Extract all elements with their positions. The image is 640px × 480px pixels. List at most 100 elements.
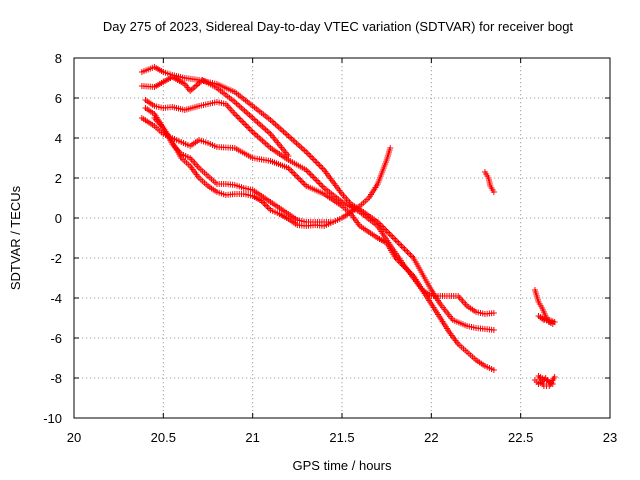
data-point — [307, 171, 314, 178]
y-tick-label: -4 — [50, 291, 62, 306]
data-point — [190, 85, 197, 92]
data-point — [307, 153, 314, 160]
x-tick-label: 22 — [424, 430, 438, 445]
data-point — [236, 115, 243, 122]
axis-ticks — [73, 57, 611, 419]
data-point — [387, 145, 394, 151]
data-point — [246, 126, 253, 132]
data-point — [389, 234, 396, 240]
data-point — [551, 374, 558, 380]
data-point — [490, 327, 497, 333]
chart-title: Day 275 of 2023, Sidereal Day-to-day VTE… — [103, 19, 574, 34]
data-point — [288, 168, 295, 174]
data-point — [400, 244, 407, 251]
x-tick-label: 23 — [603, 430, 617, 445]
data-point — [242, 121, 249, 128]
data-point — [243, 123, 250, 129]
x-tick-label: 20 — [67, 430, 81, 445]
data-point — [312, 176, 319, 182]
data-point — [306, 152, 313, 158]
series-track-4 — [138, 115, 497, 373]
data-point — [310, 156, 317, 163]
data-point — [385, 229, 392, 236]
data-point — [263, 202, 270, 209]
y-tick-label: -2 — [50, 251, 62, 266]
series-track-2 — [138, 74, 292, 159]
data-point — [386, 231, 393, 237]
series-track-6 — [151, 115, 337, 229]
series-track-8 — [531, 287, 558, 327]
y-tick-label: 6 — [55, 91, 62, 106]
data-point — [395, 240, 402, 246]
data-point — [300, 180, 307, 186]
x-tick-label: 21 — [245, 430, 259, 445]
data-point — [318, 164, 325, 170]
data-point — [309, 155, 316, 161]
data-point — [240, 120, 247, 126]
data-point — [310, 174, 317, 181]
series-track-7 — [481, 169, 497, 195]
data-point — [245, 124, 252, 131]
data-point — [306, 170, 313, 176]
data-point — [392, 237, 399, 243]
data-point — [315, 179, 322, 185]
data-point — [398, 243, 405, 249]
data-point — [318, 182, 325, 188]
data-point — [406, 250, 412, 257]
data-point — [401, 246, 408, 252]
data-point — [397, 241, 404, 248]
data-point — [490, 310, 497, 316]
data-point — [316, 162, 323, 169]
y-tick-label: -6 — [50, 331, 62, 346]
data-point — [298, 178, 305, 185]
y-tick-label: 4 — [55, 131, 62, 146]
x-axis-label: GPS time / hours — [293, 458, 392, 473]
data-point — [264, 204, 271, 210]
data-point — [388, 232, 395, 239]
data-point — [291, 171, 298, 177]
data-point — [233, 112, 240, 119]
y-tick-label: 0 — [55, 211, 62, 226]
data-point — [295, 175, 302, 182]
y-tick-label: 2 — [55, 171, 62, 186]
data-points — [138, 64, 558, 389]
data-point — [292, 172, 299, 179]
series-track-1 — [138, 64, 497, 333]
data-point — [319, 165, 326, 172]
data-point — [490, 189, 497, 195]
data-point — [316, 180, 323, 187]
data-point — [237, 117, 244, 123]
x-tick-label: 20.5 — [151, 430, 176, 445]
data-point — [315, 161, 322, 167]
data-point — [407, 252, 414, 258]
data-point — [239, 118, 246, 125]
data-point — [403, 247, 410, 254]
data-point — [193, 82, 200, 89]
data-point — [289, 169, 296, 176]
data-point — [391, 235, 398, 242]
series-track-3 — [142, 97, 497, 317]
y-tick-label: -8 — [50, 371, 62, 386]
data-point — [404, 249, 411, 255]
data-point — [313, 159, 320, 166]
y-tick-label: -10 — [43, 411, 62, 426]
x-tick-label: 22.5 — [508, 430, 533, 445]
data-point — [191, 83, 198, 90]
x-tick-label: 21.5 — [329, 430, 354, 445]
data-point — [408, 253, 415, 260]
data-point — [330, 219, 337, 225]
data-point — [194, 81, 201, 88]
data-point — [304, 150, 311, 157]
series-track-9 — [531, 373, 558, 389]
data-point — [490, 367, 497, 373]
y-tick-label: 8 — [55, 51, 62, 66]
data-point — [294, 174, 301, 180]
data-point — [551, 319, 558, 325]
data-point — [234, 114, 241, 120]
data-point — [312, 158, 319, 164]
data-point — [319, 183, 326, 190]
data-point — [304, 168, 311, 175]
